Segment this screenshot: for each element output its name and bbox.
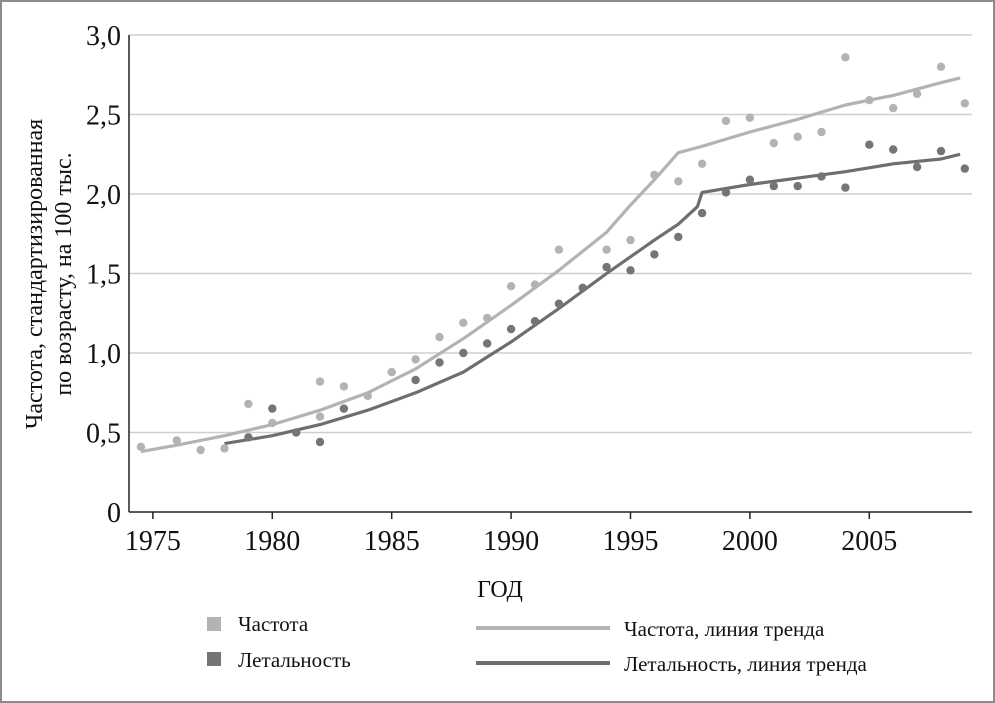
y-tick-label-2: 1,0 — [86, 339, 121, 370]
grid-lines — [129, 34, 972, 434]
data-point-s0-1 — [172, 436, 181, 445]
x-tick-label-3: 1990 — [483, 526, 539, 557]
data-point-s1-10 — [530, 317, 540, 326]
y-tick-label-6: 3,0 — [86, 21, 121, 52]
data-point-s1-8 — [483, 339, 492, 348]
data-point-s0-28 — [841, 53, 850, 62]
data-point-s1-23 — [841, 183, 850, 192]
data-point-s0-31 — [912, 89, 922, 99]
data-point-s1-15 — [650, 250, 659, 259]
y-tick-label-3: 1,5 — [86, 260, 121, 291]
data-point-s0-23 — [721, 116, 731, 126]
data-point-s1-20 — [769, 181, 778, 191]
data-point-s1-19 — [745, 175, 755, 184]
data-point-s0-9 — [363, 391, 372, 401]
data-point-s0-12 — [435, 332, 444, 342]
x-axis-title: ГОД — [477, 577, 523, 603]
x-tick-label-6: 2005 — [841, 526, 897, 557]
y-axis-title: Частота, стандартизированная по возрасту… — [22, 119, 77, 429]
y-tick-label-4: 2,0 — [86, 180, 121, 211]
data-point-s1-22 — [817, 172, 826, 181]
data-point-s0-19 — [626, 235, 635, 245]
data-point-s1-3 — [315, 437, 325, 447]
legend-marker-incidence — [207, 617, 221, 631]
x-tick-label-4: 1995 — [603, 526, 659, 557]
data-point-s0-30 — [889, 103, 898, 113]
data-point-s1-21 — [793, 181, 802, 191]
data-point-s1-26 — [912, 162, 922, 172]
x-tick-label-5: 2000 — [722, 526, 778, 557]
data-point-s1-0 — [244, 433, 253, 442]
data-point-s0-11 — [411, 355, 420, 364]
data-point-s0-21 — [674, 177, 683, 186]
x-tick-label-0: 1975 — [125, 526, 181, 557]
data-point-s0-14 — [483, 313, 492, 323]
data-points — [136, 53, 969, 455]
data-point-s1-17 — [697, 208, 707, 218]
data-point-s0-10 — [387, 367, 396, 377]
legend-marker-mortality — [207, 652, 221, 666]
data-point-s1-13 — [602, 262, 611, 272]
y-tick-label-5: 2,5 — [86, 101, 121, 132]
data-point-s0-7 — [315, 412, 325, 421]
data-point-s0-5 — [268, 418, 277, 428]
data-point-s1-27 — [936, 146, 946, 156]
data-point-s1-16 — [674, 232, 683, 242]
legend-label-incidence-trend: Частота, линия тренда — [624, 617, 825, 641]
data-point-s0-20 — [650, 170, 659, 180]
data-point-s0-13 — [459, 318, 468, 327]
data-point-s1-14 — [626, 266, 635, 275]
data-point-s0-16 — [530, 280, 540, 289]
data-point-s1-4 — [339, 404, 349, 413]
data-point-s0-26 — [793, 132, 802, 141]
axes — [128, 35, 972, 519]
data-point-s0-22 — [697, 159, 707, 168]
data-point-s1-12 — [578, 283, 587, 292]
data-point-s1-11 — [554, 299, 564, 308]
data-point-s1-7 — [459, 348, 468, 358]
data-point-s1-2 — [292, 428, 301, 437]
data-point-s1-18 — [721, 188, 731, 197]
y-axis-title-line-1: Частота, стандартизированная — [22, 119, 48, 429]
data-point-s1-6 — [435, 358, 444, 367]
y-tick-label-1: 0,5 — [86, 419, 121, 450]
data-point-s1-28 — [960, 164, 969, 173]
data-point-s0-18 — [602, 245, 611, 254]
legend-label-mortality: Летальность — [238, 648, 351, 672]
data-point-s0-17 — [554, 245, 564, 254]
data-point-s0-4 — [244, 399, 253, 409]
data-point-s0-0 — [136, 442, 146, 451]
data-point-s0-6 — [315, 377, 325, 386]
tick-labels: 0 0,5 1,0 1,5 2,0 2,5 3,0 1975 1980 1985 1990 1995 2… — [86, 21, 897, 557]
y-axis-title-line-2: по возрасту, на 100 тыс. — [51, 152, 77, 395]
data-point-s0-3 — [220, 444, 229, 453]
data-point-s0-33 — [960, 99, 969, 108]
data-point-s0-32 — [936, 62, 946, 71]
trend-lines — [140, 76, 961, 454]
x-tick-label-2: 1985 — [364, 526, 420, 557]
data-point-s0-15 — [506, 282, 516, 291]
data-point-s0-25 — [769, 138, 778, 148]
data-point-s1-24 — [865, 140, 874, 149]
legend-label-mortality-trend: Летальность, линия тренда — [624, 652, 868, 676]
x-tick-label-1: 1980 — [244, 526, 300, 557]
legend: Частота Летальность Частота, линия тренд… — [207, 612, 868, 676]
trend-line-2 — [140, 76, 961, 454]
data-point-s0-24 — [745, 113, 755, 122]
data-point-s0-8 — [339, 382, 349, 391]
data-point-s1-1 — [268, 404, 277, 413]
trend-line-3 — [224, 152, 961, 446]
data-point-s0-2 — [196, 445, 205, 455]
y-tick-label-0: 0 — [107, 498, 121, 529]
data-point-s0-29 — [865, 96, 874, 105]
data-point-s1-25 — [889, 145, 898, 154]
data-point-s1-5 — [411, 375, 420, 385]
legend-label-incidence: Частота — [238, 612, 309, 636]
data-point-s0-27 — [817, 127, 826, 137]
data-point-s1-9 — [506, 324, 516, 334]
